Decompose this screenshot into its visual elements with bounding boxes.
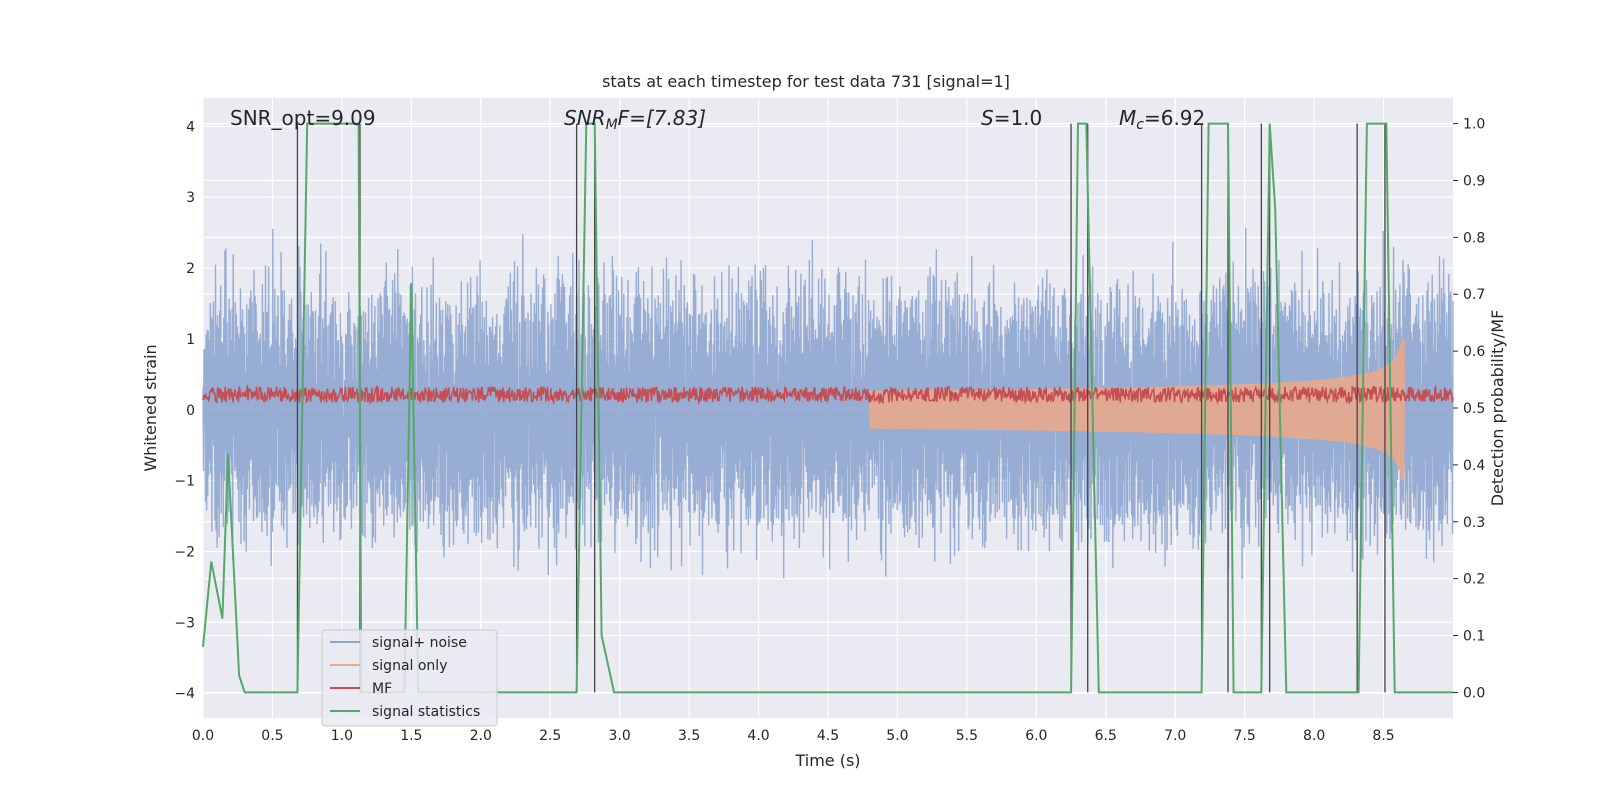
x-tick-label: 7.5 [1234, 728, 1256, 744]
y-left-axis-label: Whitened strain [141, 344, 160, 471]
x-tick-label: 4.5 [817, 728, 839, 744]
annotation-mc-sub: c [1136, 117, 1144, 133]
chart-title: stats at each timestep for test data 731… [602, 72, 1010, 91]
y-right-tick-label: 0.1 [1463, 629, 1485, 645]
legend: signal+ noise signal only MF signal stat… [321, 629, 498, 727]
x-tick-label: 5.0 [886, 728, 908, 744]
annotation-snr-opt: SNR_opt=9.09 [230, 106, 376, 130]
x-axis-label: Time (s) [794, 751, 860, 770]
annotation-mc-rest: =6.92 [1144, 106, 1205, 130]
y-right-tick-label: 0.5 [1463, 401, 1485, 417]
legend-label-signal-statistics: signal statistics [372, 704, 480, 720]
x-tick-label: 2.5 [539, 728, 561, 744]
y-right-tick-label: 0.4 [1463, 458, 1485, 474]
annotation-snr-mf-sub: M [606, 117, 618, 133]
y-right-tick-labels: 0.0 0.1 0.2 0.3 0.4 0.5 0.6 0.7 0.8 0.9 1.0 [1453, 117, 1485, 701]
x-tick-label: 6.0 [1025, 728, 1047, 744]
mf-trace [202, 383, 1454, 406]
signal-only-series [869, 339, 1406, 481]
y-right-tick-label: 0.3 [1463, 515, 1485, 531]
annotation-snr-mf: SNRMF=[7.83] [564, 106, 706, 133]
y-right-tick-label: 0.9 [1463, 173, 1485, 189]
x-tick-label: 0.0 [192, 728, 214, 744]
y-left-tick-label: −2 [174, 544, 195, 560]
y-right-tick-label: 0.2 [1463, 572, 1485, 588]
annotation-s-base: S [981, 106, 994, 130]
plot-area [202, 98, 1454, 718]
annotation-s: S=1.0 [981, 106, 1042, 130]
x-tick-label: 2.0 [470, 728, 492, 744]
y-right-tick-label: 0.7 [1463, 287, 1485, 303]
y-left-tick-labels: −4 −3 −2 −1 0 1 2 3 4 [174, 119, 195, 702]
x-tick-label: 4.0 [747, 728, 769, 744]
y-left-tick-label: −4 [174, 686, 195, 702]
y-left-tick-label: 3 [186, 190, 195, 206]
y-right-tick-label: 0.0 [1463, 685, 1485, 701]
annotation-mc-base: M [1119, 106, 1136, 130]
legend-box [321, 629, 498, 727]
annotation-s-rest: =1.0 [994, 106, 1043, 130]
y-left-tick-label: 0 [186, 403, 195, 419]
y-right-tick-label: 0.6 [1463, 344, 1485, 360]
y-left-tick-label: 4 [186, 119, 195, 135]
legend-label-mf: MF [372, 681, 392, 697]
x-tick-label: 0.5 [261, 728, 283, 744]
annotation-snr-mf-rest: F=[7.83] [618, 106, 706, 130]
annotations: SNR_opt=9.09 SNRMF=[7.83] S=1.0 Mc=6.92 [230, 106, 1205, 133]
legend-label-signal-noise: signal+ noise [372, 635, 467, 651]
x-tick-label: 7.0 [1164, 728, 1186, 744]
y-left-tick-label: 2 [186, 261, 195, 277]
x-tick-label: 8.0 [1303, 728, 1325, 744]
y-left-tick-label: −1 [174, 474, 195, 490]
legend-label-signal-only: signal only [372, 658, 447, 674]
y-right-axis-label: Detection probability/MF [1488, 310, 1507, 507]
x-tick-label: 8.5 [1372, 728, 1394, 744]
y-right-tick-label: 1.0 [1463, 117, 1485, 133]
x-tick-labels: 0.0 0.5 1.0 1.5 2.0 2.5 3.0 3.5 4.0 4.5 5.0 5.5 6.0 6… [192, 728, 1395, 744]
x-tick-label: 3.5 [678, 728, 700, 744]
annotation-mc: Mc=6.92 [1119, 106, 1205, 133]
x-tick-label: 1.0 [331, 728, 353, 744]
y-right-tick-label: 0.8 [1463, 230, 1485, 246]
signal-statistics-series [202, 122, 1453, 694]
annotation-snr-mf-base: SNR [564, 106, 606, 130]
x-tick-label: 5.5 [956, 728, 978, 744]
y-left-tick-label: 1 [186, 332, 195, 348]
mf-series [202, 383, 1454, 406]
x-tick-label: 6.5 [1095, 728, 1117, 744]
signal-statistics-trace [202, 122, 1453, 694]
x-tick-label: 3.0 [609, 728, 631, 744]
x-tick-label: 1.5 [400, 728, 422, 744]
y-left-tick-label: −3 [174, 615, 195, 631]
signal-only-trace [869, 339, 1406, 481]
